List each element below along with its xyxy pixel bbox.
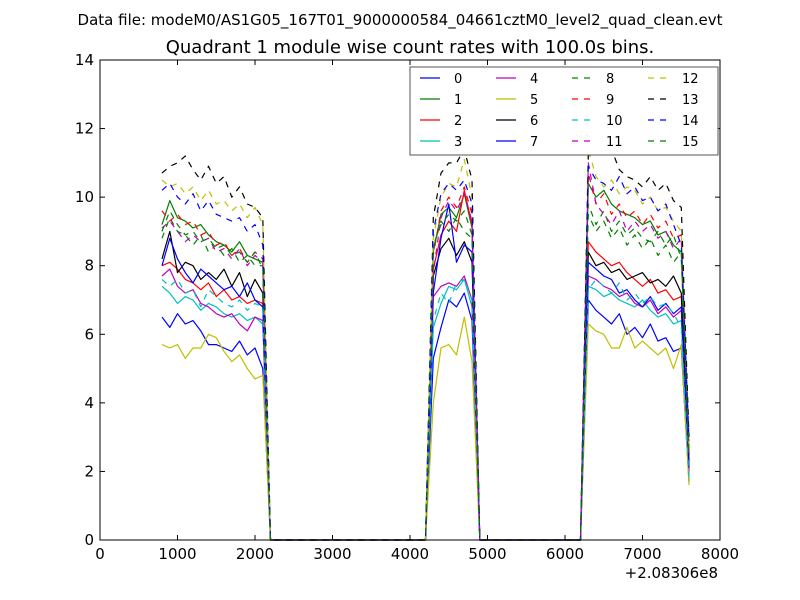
legend-label-13: 13 xyxy=(682,93,699,108)
x-axis-offset-label: +2.08306e8 xyxy=(625,564,718,582)
x-tick-label-4: 4000 xyxy=(391,545,429,563)
x-tick-label-5: 5000 xyxy=(468,545,506,563)
y-tick-label-4: 8 xyxy=(84,257,94,275)
legend-frame xyxy=(409,66,719,156)
legend-label-1: 1 xyxy=(454,93,462,108)
y-tick-label-6: 12 xyxy=(75,120,94,138)
x-tick-label-8: 8000 xyxy=(701,545,739,563)
y-tick-label-1: 2 xyxy=(84,462,94,480)
legend-label-15: 15 xyxy=(682,135,699,150)
x-tick-label-6: 6000 xyxy=(546,545,584,563)
x-tick-label-1: 1000 xyxy=(158,545,196,563)
x-tick-label-2: 2000 xyxy=(236,545,274,563)
legend-label-3: 3 xyxy=(454,135,462,150)
legend-label-7: 7 xyxy=(530,135,538,150)
legend-label-14: 14 xyxy=(682,114,699,129)
legend-label-9: 9 xyxy=(606,93,614,108)
y-tick-label-7: 14 xyxy=(75,51,94,69)
x-tick-label-7: 7000 xyxy=(623,545,661,563)
legend-label-2: 2 xyxy=(454,114,462,129)
x-tick-label-0: 0 xyxy=(95,545,105,563)
chart-title: Quadrant 1 module wise count rates with … xyxy=(166,37,655,58)
legend-label-10: 10 xyxy=(606,114,623,129)
y-tick-label-0: 0 xyxy=(84,531,94,549)
series-14-line xyxy=(161,165,690,541)
series-9-line xyxy=(161,172,690,541)
y-tick-label-3: 6 xyxy=(84,325,94,343)
y-tick-label-2: 4 xyxy=(84,394,94,412)
figure-suptitle: Data file: modeM0/AS1G05_167T01_90000005… xyxy=(78,11,723,30)
legend-label-6: 6 xyxy=(530,114,538,129)
legend-label-8: 8 xyxy=(606,72,614,87)
legend-label-0: 0 xyxy=(454,72,462,87)
legend-label-11: 11 xyxy=(606,135,623,150)
legend-label-5: 5 xyxy=(530,93,538,108)
legend-label-12: 12 xyxy=(682,72,699,87)
y-tick-label-5: 10 xyxy=(75,188,94,206)
legend-label-4: 4 xyxy=(530,72,538,87)
axes-layer: 0 1000 2000 3000 4000 5000 6000 7000 80000246810… xyxy=(75,51,739,563)
x-tick-label-3: 3000 xyxy=(313,545,351,563)
